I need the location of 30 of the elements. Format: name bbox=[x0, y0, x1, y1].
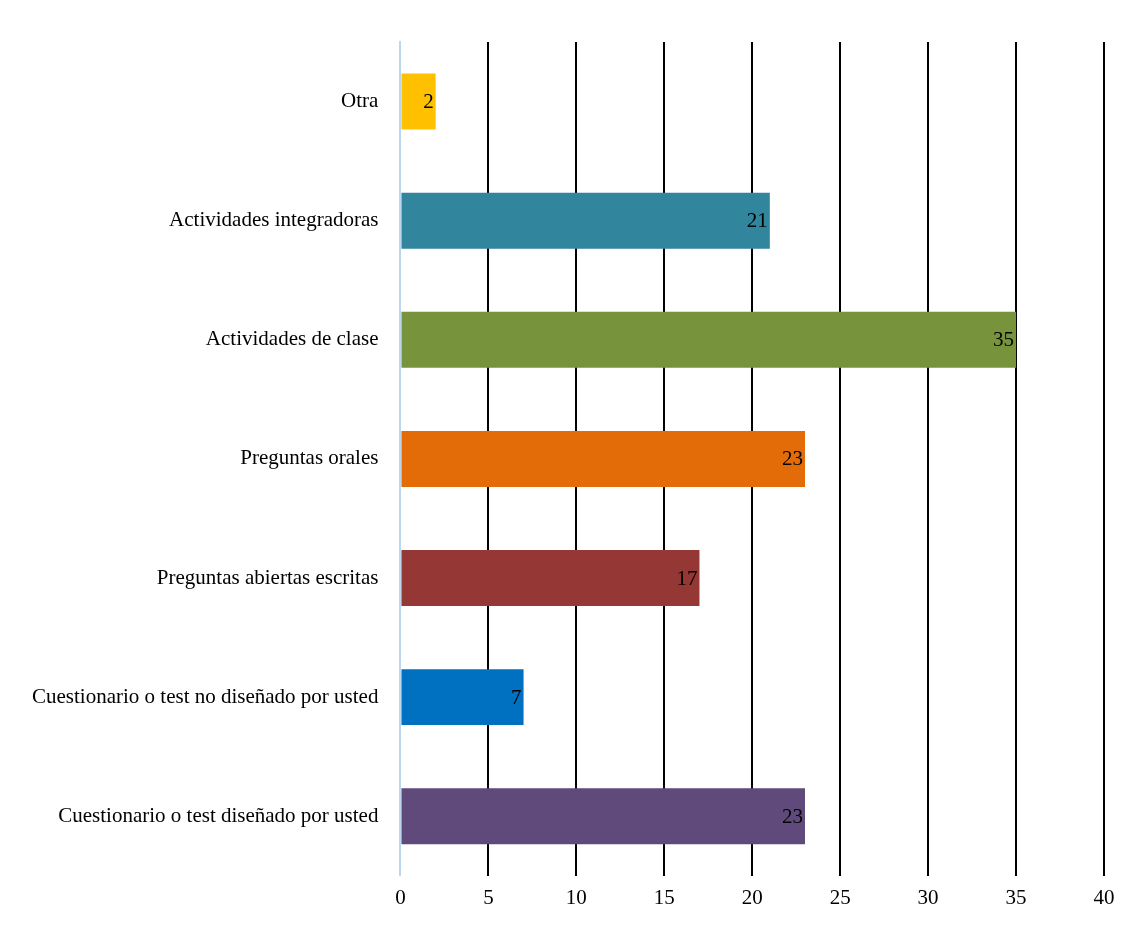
bar bbox=[401, 550, 700, 607]
data-label: 23 bbox=[781, 803, 803, 828]
y-tick-label: Preguntas abiertas escritas bbox=[156, 564, 379, 589]
y-tick-label: Otra bbox=[341, 88, 380, 113]
data-label: 2 bbox=[423, 89, 434, 114]
x-tick-label: 20 bbox=[741, 884, 763, 909]
x-tick-label: 0 bbox=[395, 884, 406, 909]
y-tick-label: Preguntas orales bbox=[240, 445, 379, 470]
x-tick-label: 25 bbox=[829, 884, 851, 909]
x-tick-label: 30 bbox=[917, 884, 939, 909]
x-tick-label: 40 bbox=[1093, 884, 1115, 909]
bar bbox=[401, 73, 436, 130]
y-tick-label: Actividades de clase bbox=[205, 326, 379, 351]
x-tick-label: 10 bbox=[565, 884, 587, 909]
x-tick-label: 35 bbox=[1005, 884, 1027, 909]
y-tick-label: Cuestionario o test no diseñado por usted bbox=[32, 683, 379, 708]
x-tick-label: 15 bbox=[653, 884, 675, 909]
bar bbox=[401, 788, 805, 845]
data-label: 23 bbox=[781, 446, 803, 471]
data-label: 35 bbox=[993, 327, 1015, 352]
bar bbox=[401, 311, 1017, 368]
bar bbox=[401, 669, 524, 726]
y-tick-label: Actividades integradoras bbox=[169, 207, 379, 232]
bar bbox=[401, 430, 805, 487]
x-tick-label: 5 bbox=[483, 884, 494, 909]
data-label: 7 bbox=[511, 684, 522, 709]
data-label: 17 bbox=[676, 565, 698, 590]
data-label: 21 bbox=[746, 208, 768, 233]
bar bbox=[401, 192, 770, 249]
y-tick-label: Cuestionario o test diseñado por usted bbox=[58, 802, 379, 827]
